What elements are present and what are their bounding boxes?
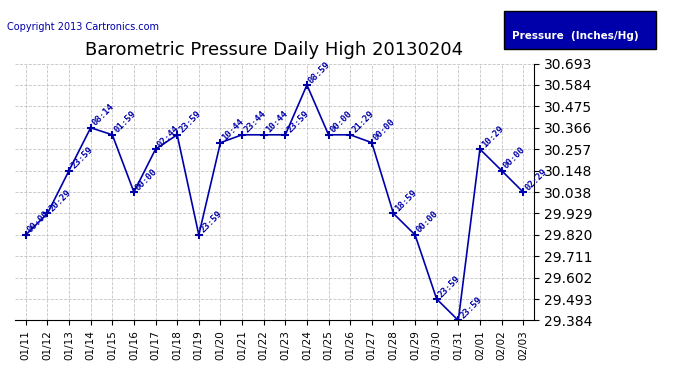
Text: 23:59: 23:59 bbox=[69, 145, 95, 171]
Text: Pressure  (Inches/Hg): Pressure (Inches/Hg) bbox=[512, 31, 639, 40]
Text: 23:59: 23:59 bbox=[458, 295, 484, 320]
Title: Barometric Pressure Daily High 20130204: Barometric Pressure Daily High 20130204 bbox=[86, 41, 464, 59]
Text: 02:29: 02:29 bbox=[523, 167, 549, 192]
Text: 00:00: 00:00 bbox=[502, 145, 527, 171]
Text: 23:59: 23:59 bbox=[177, 110, 203, 135]
Text: 00:00: 00:00 bbox=[328, 110, 354, 135]
Text: 23:44: 23:44 bbox=[242, 110, 268, 135]
Text: 00:00: 00:00 bbox=[134, 167, 159, 192]
Text: 08:14: 08:14 bbox=[90, 102, 116, 128]
Text: 00:00: 00:00 bbox=[26, 210, 51, 235]
Text: 18:59: 18:59 bbox=[393, 188, 419, 213]
Text: 23:59: 23:59 bbox=[437, 274, 462, 299]
Text: 02:44: 02:44 bbox=[155, 124, 181, 149]
Text: 08:59: 08:59 bbox=[307, 60, 333, 85]
Text: 20:29: 20:29 bbox=[48, 188, 73, 213]
Text: 10:44: 10:44 bbox=[220, 117, 246, 142]
Text: 23:59: 23:59 bbox=[285, 110, 310, 135]
Text: 01:59: 01:59 bbox=[112, 110, 138, 135]
Text: 00:00: 00:00 bbox=[372, 117, 397, 142]
Text: Copyright 2013 Cartronics.com: Copyright 2013 Cartronics.com bbox=[7, 22, 159, 32]
Text: 23:59: 23:59 bbox=[199, 210, 224, 235]
Text: 00:00: 00:00 bbox=[415, 210, 440, 235]
Text: 10:44: 10:44 bbox=[264, 110, 289, 135]
Text: 10:29: 10:29 bbox=[480, 124, 505, 149]
Text: 21:29: 21:29 bbox=[350, 110, 375, 135]
